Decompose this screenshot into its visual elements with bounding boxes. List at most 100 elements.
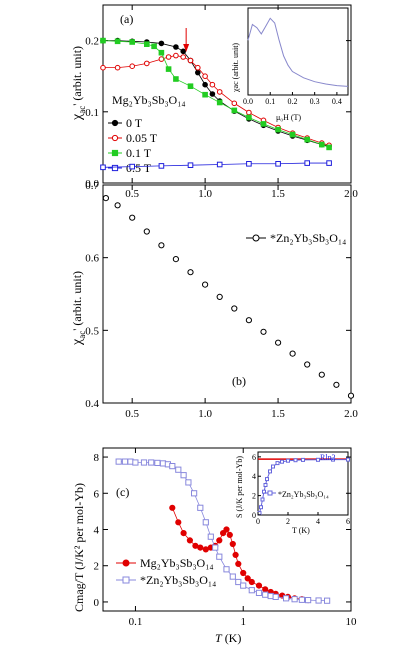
x-tick-label: 10 bbox=[346, 616, 358, 628]
panel-a-label: (a) bbox=[120, 12, 133, 26]
panel-c-label: (c) bbox=[116, 485, 129, 499]
data-point bbox=[209, 91, 216, 97]
panel-c-legend-zn: *Zn₂Yb₃Sb₃O₁₄ bbox=[140, 573, 216, 587]
data-point bbox=[173, 76, 179, 82]
data-point bbox=[129, 63, 135, 69]
inset-data-point bbox=[301, 457, 305, 462]
data-point bbox=[191, 490, 198, 497]
data-point bbox=[223, 566, 230, 573]
data-point bbox=[187, 83, 194, 90]
y-tick-label: 0.7 bbox=[85, 180, 99, 192]
data-point bbox=[304, 361, 311, 368]
x-tick-label: 1.0 bbox=[198, 408, 212, 420]
panel-c-inset-ylabel: S (J/K per mol-Yb) bbox=[235, 456, 244, 518]
data-point bbox=[195, 64, 201, 71]
data-point bbox=[114, 202, 121, 209]
data-point bbox=[202, 91, 208, 98]
data-point bbox=[246, 109, 252, 116]
legend-marker bbox=[122, 559, 130, 567]
data-point bbox=[248, 587, 255, 594]
data-point bbox=[231, 107, 238, 114]
data-point bbox=[231, 100, 238, 107]
data-point bbox=[132, 459, 139, 466]
data-point bbox=[229, 573, 236, 580]
data-point bbox=[248, 578, 255, 586]
legend-marker bbox=[122, 576, 130, 584]
inset-y-tick-label: 4 bbox=[252, 472, 256, 481]
panel-c-inset: 0 2 4 6 0 2 4 6 S (J/K per mol-Yb) T (K) *Zn₂Yb… bbox=[235, 451, 350, 535]
arrow-head bbox=[183, 44, 190, 52]
legend-label: 0.05 T bbox=[126, 131, 158, 145]
panel-a-ylabel: χac' (arbit. unit) bbox=[70, 46, 87, 121]
data-point bbox=[114, 64, 121, 71]
data-point bbox=[129, 163, 135, 170]
data-point bbox=[172, 256, 179, 263]
panel-b-plot bbox=[102, 195, 355, 399]
inset-x-tick-label: 0.1 bbox=[265, 97, 275, 106]
x-tick-label: 2.0 bbox=[344, 408, 358, 420]
data-point bbox=[291, 596, 298, 603]
data-point bbox=[315, 597, 322, 604]
data-point bbox=[175, 466, 182, 473]
inset-data-point bbox=[280, 459, 284, 464]
data-point bbox=[216, 553, 223, 560]
data-point bbox=[255, 589, 263, 596]
data-point bbox=[158, 242, 165, 249]
panel-b-label: (b) bbox=[232, 374, 246, 388]
panel-b-legend-label: *Zn₂Yb₃Sb₃O₁₄ bbox=[270, 231, 346, 245]
y-tick-label: 0.1 bbox=[85, 107, 99, 119]
panel-c-xlabel: T (K) bbox=[215, 631, 241, 645]
legend-marker bbox=[111, 119, 119, 127]
inset-curve bbox=[247, 17, 349, 87]
data-point bbox=[207, 533, 214, 540]
inset-y-tick-label: 2 bbox=[252, 492, 256, 501]
data-point bbox=[169, 463, 176, 470]
panel-c-ylabel: Cmag/T (J/K² per mol-Yb) bbox=[72, 483, 86, 612]
data-point bbox=[187, 57, 194, 64]
data-point bbox=[333, 381, 340, 388]
y-tick-label: 0.4 bbox=[85, 398, 99, 410]
data-point bbox=[100, 64, 106, 71]
data-point bbox=[129, 214, 136, 221]
inset-x-tick-label: 2 bbox=[286, 517, 290, 526]
panel-a-inset-xlabel: μ₀H (T) bbox=[276, 113, 301, 122]
data-point bbox=[143, 228, 150, 235]
inset-series-line bbox=[259, 459, 348, 514]
data-point bbox=[197, 504, 204, 511]
y-tick-label: 0.6 bbox=[85, 253, 99, 265]
inset-x-tick-label: 0.3 bbox=[310, 97, 320, 106]
x-tick-label: 1.5 bbox=[271, 188, 285, 200]
panel-a-ticks: 0.5 1.0 1.5 2.00.00.10.2 bbox=[85, 5, 358, 200]
inset-data-point bbox=[265, 477, 269, 482]
data-point bbox=[151, 43, 157, 50]
panel-b: (b) 0.5 1.0 1.5 2.0 0.4 0.5 0.6 0.7 *Zn₂Yb₃Sb₃O… bbox=[70, 180, 358, 420]
panel-b-ticks: 0.5 1.0 1.5 2.0 0.4 0.5 0.6 0.7 bbox=[85, 180, 358, 420]
data-point bbox=[283, 595, 290, 602]
inset-data-point bbox=[263, 483, 268, 487]
data-point bbox=[173, 52, 179, 59]
data-point bbox=[202, 546, 209, 553]
panel-c-inset-xlabel: T (K) bbox=[292, 526, 310, 535]
data-point bbox=[260, 121, 267, 127]
data-point bbox=[240, 569, 247, 577]
panel-c-legend-mg: Mg₂Yb₃Sb₃O₁₄ bbox=[140, 556, 214, 570]
y-tick-label: 4 bbox=[94, 525, 100, 537]
data-point bbox=[180, 48, 186, 55]
data-point bbox=[158, 56, 165, 62]
data-point bbox=[223, 526, 230, 533]
panel-a-inset: 0.0 0.1 0.2 0.3 0.4 χac (arbit. unit) μ₀H (T… bbox=[231, 7, 349, 122]
data-point bbox=[262, 586, 269, 593]
y-tick-label: 0.0 bbox=[85, 178, 99, 190]
data-point bbox=[180, 472, 187, 479]
data-point bbox=[246, 161, 252, 167]
panel-a-inset-frame bbox=[247, 7, 349, 96]
y-tick-label: 0 bbox=[94, 597, 100, 609]
data-point bbox=[100, 37, 106, 44]
data-point bbox=[235, 578, 242, 586]
legend-label: 0.1 T bbox=[126, 146, 152, 160]
panel-c-inset-ticks: 0 2 4 6 0 2 4 6 bbox=[252, 453, 350, 526]
panel-c-plot bbox=[115, 458, 331, 604]
panel-a-inset-ylabel: χac (arbit. unit) bbox=[231, 43, 240, 93]
data-point bbox=[216, 161, 223, 168]
